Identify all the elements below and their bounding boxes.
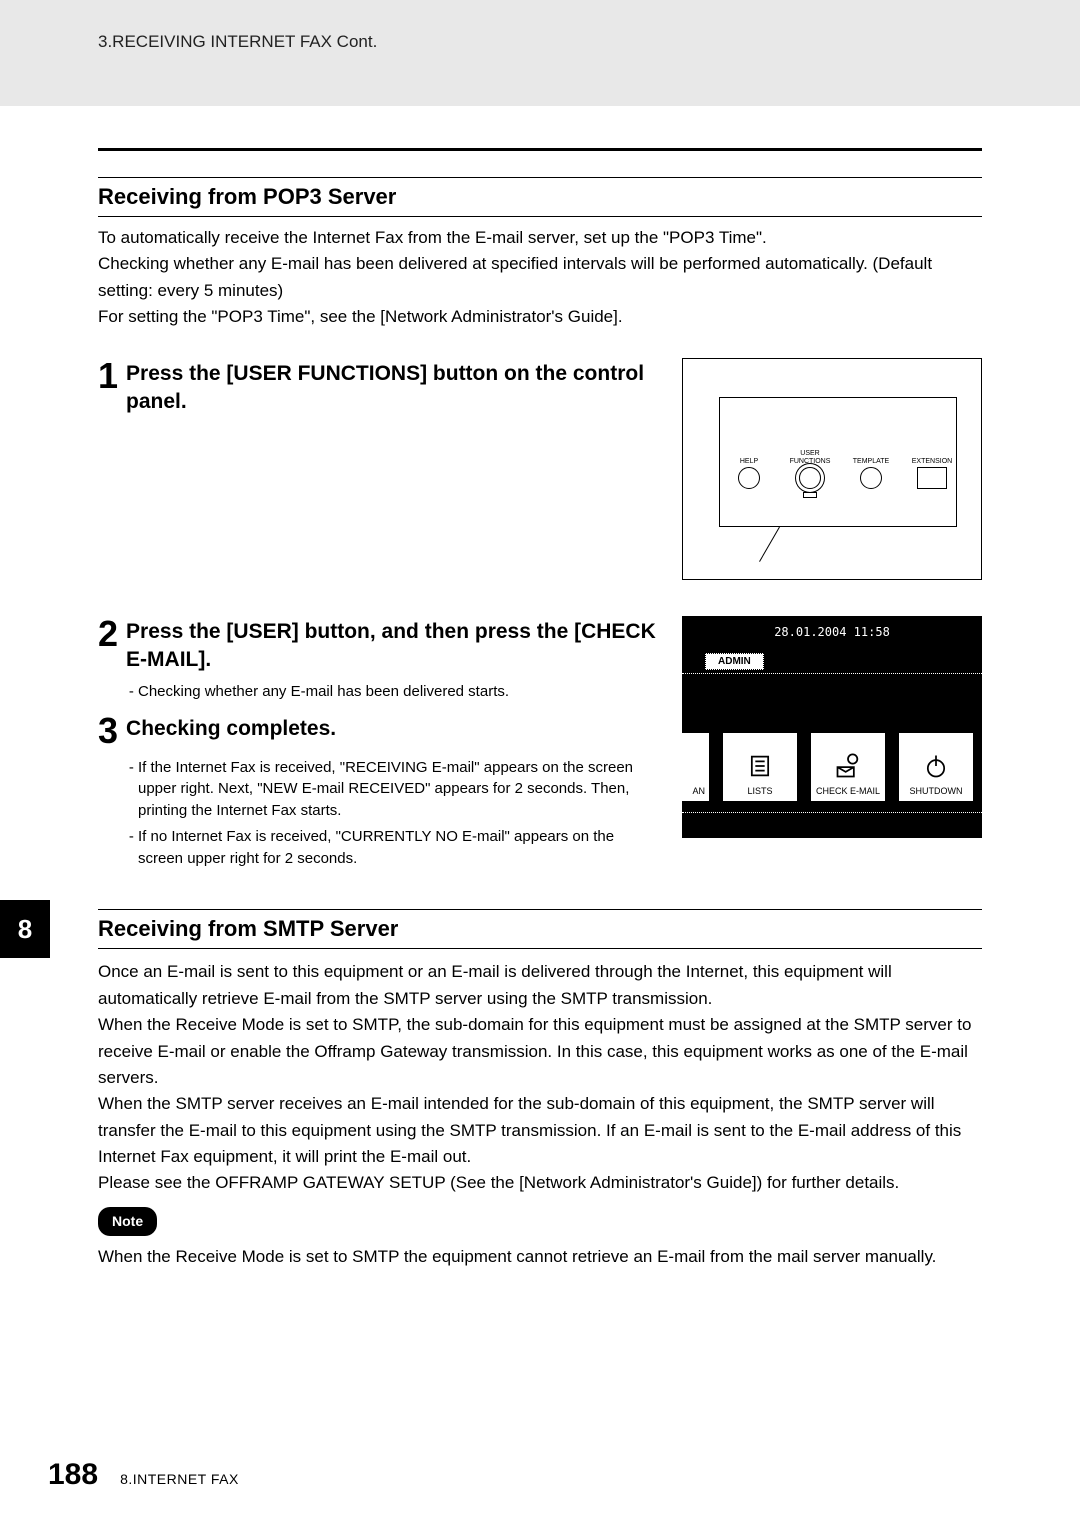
panel-btn-label: EXTENSION	[912, 449, 952, 465]
screen-tab-admin: ADMIN	[705, 653, 764, 670]
circle-button-icon	[799, 467, 821, 489]
panel-btn-template: TEMPLATE	[848, 449, 894, 489]
section-title-smtp: Receiving from SMTP Server	[98, 910, 982, 948]
pop3-intro: To automatically receive the Internet Fa…	[98, 217, 982, 344]
step-title: Checking completes.	[126, 713, 336, 742]
screen-btn-partial: AN	[681, 733, 709, 801]
step-bullets: Checking whether any E-mail has been del…	[98, 681, 660, 703]
circle-button-icon	[860, 467, 882, 489]
step-1: 1 Press the [USER FUNCTIONS] button on t…	[98, 358, 982, 580]
page-footer: 188 8.INTERNET FAX	[48, 1458, 239, 1492]
screen-btn-lists: LISTS	[723, 733, 797, 801]
list-icon	[745, 752, 775, 780]
screen-btn-label: CHECK E-MAIL	[816, 786, 880, 796]
screen-btn-label: LISTS	[747, 786, 772, 796]
panel-btn-user-functions: USER FUNCTIONS	[787, 449, 833, 498]
section-title-pop3: Receiving from POP3 Server	[98, 178, 982, 216]
step-head: 3 Checking completes.	[98, 713, 660, 749]
email-icon	[833, 752, 863, 780]
indicator-icon	[803, 492, 817, 498]
rule-thick	[98, 148, 982, 151]
breadcrumb: 3.RECEIVING INTERNET FAX Cont.	[98, 32, 377, 51]
bullet: If no Internet Fax is received, "CURRENT…	[138, 826, 660, 870]
panel-btn-help: HELP	[726, 449, 772, 489]
screen-btn-check-email: CHECK E-MAIL	[811, 733, 885, 801]
step-2-3: 2 Press the [USER] button, and then pres…	[98, 616, 982, 873]
page-content: Receiving from POP3 Server To automatica…	[0, 106, 1080, 1271]
intro-line: Checking whether any E-mail has been del…	[98, 251, 982, 304]
panel-btn-label: USER FUNCTIONS	[790, 449, 831, 465]
callout-line	[759, 527, 780, 562]
circle-button-icon	[738, 467, 760, 489]
step-head: 2 Press the [USER] button, and then pres…	[98, 616, 660, 673]
smtp-body: Once an E-mail is sent to this equipment…	[98, 949, 982, 1270]
screen-timestamp: 28.01.2004 11:58	[683, 625, 981, 639]
panel-btn-label: TEMPLATE	[853, 449, 889, 465]
power-icon	[921, 752, 951, 780]
screen-buttons: AN LISTS CHECK E-MAIL SHUTDOWN	[681, 733, 973, 801]
footer-label: 8.INTERNET FAX	[120, 1471, 239, 1487]
bullet: Checking whether any E-mail has been del…	[138, 681, 660, 703]
smtp-para: Once an E-mail is sent to this equipment…	[98, 959, 982, 1012]
intro-line: For setting the "POP3 Time", see the [Ne…	[98, 304, 982, 330]
smtp-para: When the Receive Mode is set to SMTP, th…	[98, 1012, 982, 1091]
screen-btn-label: SHUTDOWN	[910, 786, 963, 796]
control-panel-illustration: HELP USER FUNCTIONS TEMPLATE EXTENSION	[682, 358, 982, 580]
step-number: 3	[98, 713, 118, 749]
step-number: 2	[98, 616, 118, 652]
step-head: 1 Press the [USER FUNCTIONS] button on t…	[98, 358, 660, 415]
page-number: 188	[48, 1458, 98, 1492]
step-title: Press the [USER] button, and then press …	[126, 616, 660, 673]
smtp-para: When the SMTP server receives an E-mail …	[98, 1091, 982, 1170]
note-text: When the Receive Mode is set to SMTP the…	[98, 1244, 982, 1270]
step-bullets: If the Internet Fax is received, "RECEIV…	[98, 757, 660, 870]
smtp-para: Please see the OFFRAMP GATEWAY SETUP (Se…	[98, 1170, 982, 1196]
rect-button-icon	[917, 467, 947, 489]
panel-buttons: HELP USER FUNCTIONS TEMPLATE EXTENSION	[726, 449, 955, 498]
intro-line: To automatically receive the Internet Fa…	[98, 225, 982, 251]
screen-btn-label: AN	[692, 786, 705, 796]
page-header: 3.RECEIVING INTERNET FAX Cont.	[0, 0, 1080, 106]
note-label: Note	[98, 1207, 157, 1237]
screen-btn-shutdown: SHUTDOWN	[899, 733, 973, 801]
chapter-tab: 8	[0, 900, 50, 958]
lcd-screen-illustration: 28.01.2004 11:58 ADMIN AN LISTS CHECK E-…	[682, 616, 982, 838]
section-smtp: Receiving from SMTP Server Once an E-mai…	[98, 909, 982, 1270]
panel-btn-extension: EXTENSION	[909, 449, 955, 489]
bullet: If the Internet Fax is received, "RECEIV…	[138, 757, 660, 822]
panel-btn-label: HELP	[740, 449, 758, 465]
step-title: Press the [USER FUNCTIONS] button on the…	[126, 358, 660, 415]
step-number: 1	[98, 358, 118, 394]
step-text: 1 Press the [USER FUNCTIONS] button on t…	[98, 358, 660, 580]
step-text: 2 Press the [USER] button, and then pres…	[98, 616, 660, 873]
